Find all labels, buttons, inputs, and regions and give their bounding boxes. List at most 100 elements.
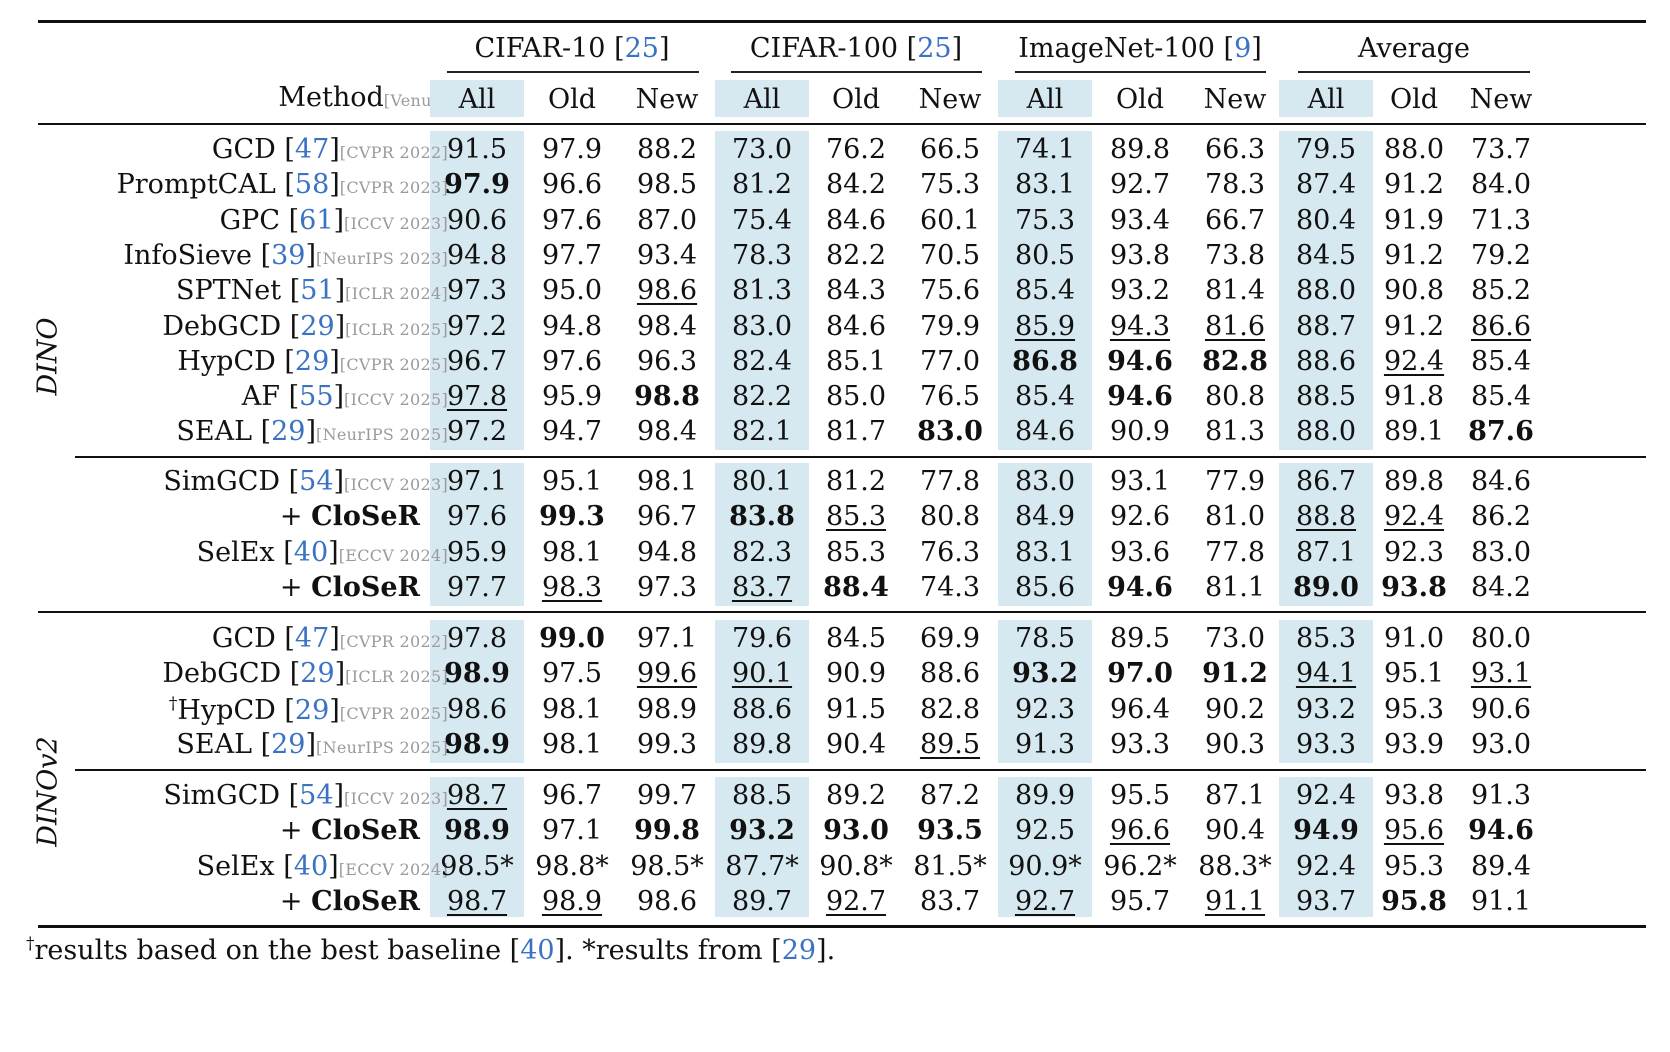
table-cell: 91.2 (1383, 169, 1445, 201)
table-cell: 90.4 (1204, 815, 1266, 847)
table-cell: 95.9 (446, 536, 508, 568)
table-cell: 96.4 (1109, 693, 1171, 725)
table-cell: 91.2 (1383, 310, 1445, 342)
table-cell: 95.1 (1383, 658, 1445, 690)
column-header: Old (1115, 84, 1165, 115)
table-cell: 91.9 (1383, 204, 1445, 236)
method-name: InfoSieve [39][NeurIPS 2023] (123, 239, 448, 271)
dataset-rule (1015, 71, 1266, 73)
table-cell: 99.0 (539, 623, 605, 654)
table-cell: 98.9 (444, 728, 510, 760)
table-cell: 82.8 (1202, 345, 1268, 377)
table-cell: 93.5 (917, 815, 983, 847)
table-cell: 86.8 (1012, 345, 1078, 377)
table-cell: 78.3 (731, 239, 793, 271)
table-cell: 92.3 (1014, 693, 1076, 725)
dataset-rule (731, 71, 982, 73)
highlight-band (1279, 463, 1373, 606)
table-cell: 97.5 (541, 658, 603, 690)
highlight-band (1279, 777, 1373, 917)
table-cell: 66.3 (1204, 134, 1266, 165)
table-cell: 75.4 (731, 204, 793, 236)
dataset-header: Average (1358, 33, 1470, 64)
table-cell: 87.1 (1204, 780, 1266, 811)
table-cell: 77.8 (1204, 536, 1266, 568)
table-cell: 81.0 (1204, 501, 1266, 533)
table-cell: 83.0 (731, 310, 793, 342)
method-name: AF [55][ICCV 2025] (241, 381, 448, 413)
table-cell: 99.3 (636, 728, 698, 760)
table-cell: 74.1 (1014, 134, 1076, 165)
table-cell: 91.3 (1470, 780, 1532, 811)
table-cell: 82.3 (731, 536, 793, 568)
table-cell: 78.5 (1014, 623, 1076, 654)
highlight-band (998, 777, 1092, 917)
table-cell: 97.1 (446, 466, 508, 497)
table-cell: 84.6 (825, 204, 887, 236)
table-cell: 93.2 (729, 815, 795, 847)
table-cell: 84.2 (1470, 571, 1532, 603)
table-cell: 88.0 (1383, 134, 1445, 165)
table-cell: 93.3 (1109, 728, 1171, 760)
table-cell: 88.7 (1295, 310, 1357, 342)
table-cell: 98.1 (541, 728, 603, 760)
table-cell: 93.0 (1470, 728, 1532, 760)
table-cell: 97.6 (541, 345, 603, 377)
table-cell: 98.7 (446, 885, 508, 917)
table-cell: 98.6 (446, 693, 508, 725)
table-cell: 88.6 (919, 658, 981, 690)
table-cell: 89.5 (919, 728, 981, 760)
table-cell: 87.6 (1468, 416, 1534, 448)
method-name: GPC [61][ICCV 2023] (219, 204, 448, 236)
table-cell: 94.6 (1107, 345, 1173, 377)
block-label: DINO (32, 317, 64, 396)
table-cell: 98.5* (630, 850, 704, 882)
method-name: SimGCD [54][ICCV 2023] (163, 466, 448, 497)
table-cell: 96.2* (1103, 850, 1177, 882)
table-cell: 97.7 (446, 571, 508, 603)
highlight-band (1279, 131, 1373, 450)
method-name: + CloSeR (279, 815, 420, 847)
table-cell: 98.1 (541, 536, 603, 568)
table-cell: 98.9 (444, 815, 510, 847)
table-cell: 84.3 (825, 275, 887, 307)
table-cell: 85.3 (825, 536, 887, 568)
table-cell: 98.5* (440, 850, 514, 882)
table-cell: 98.1 (541, 693, 603, 725)
highlight-band (1279, 620, 1373, 763)
table-cell: 92.4 (1295, 780, 1357, 811)
highlight-band (430, 80, 524, 117)
column-header: All (458, 84, 496, 115)
table-cell: 94.6 (1107, 571, 1173, 603)
group-rule (75, 456, 1646, 458)
table-cell: 73.7 (1470, 134, 1532, 165)
table-cell: 85.9 (1014, 310, 1076, 342)
table-cell: 93.1 (1109, 466, 1171, 497)
table-cell: 98.1 (636, 466, 698, 497)
table-cell: 84.6 (825, 310, 887, 342)
table-cell: 98.4 (636, 310, 698, 342)
table-cell: 97.6 (541, 204, 603, 236)
table-cell: 97.8 (446, 623, 508, 654)
header-rule (38, 123, 1646, 125)
table-cell: 95.7 (1109, 885, 1171, 917)
table-cell: 84.0 (1470, 169, 1532, 201)
column-header: New (635, 84, 699, 115)
table-cell: 93.8 (1381, 571, 1447, 603)
table-cell: 93.4 (636, 239, 698, 271)
table-cell: 98.9 (636, 693, 698, 725)
table-cell: 89.8 (1383, 466, 1445, 497)
table-cell: 88.6 (731, 693, 793, 725)
table-cell: 81.3 (731, 275, 793, 307)
table-cell: 99.7 (636, 780, 698, 811)
table-cell: 93.9 (1383, 728, 1445, 760)
dataset-rule (447, 71, 699, 73)
table-cell: 83.7 (919, 885, 981, 917)
table-cell: 98.9 (541, 885, 603, 917)
method-name: GCD [47][CVPR 2022] (211, 134, 448, 165)
table-cell: 76.3 (919, 536, 981, 568)
table-cell: 94.7 (541, 416, 603, 448)
table-cell: 87.7* (725, 850, 799, 882)
table-cell: 97.7 (541, 239, 603, 271)
table-cell: 92.7 (825, 885, 887, 917)
